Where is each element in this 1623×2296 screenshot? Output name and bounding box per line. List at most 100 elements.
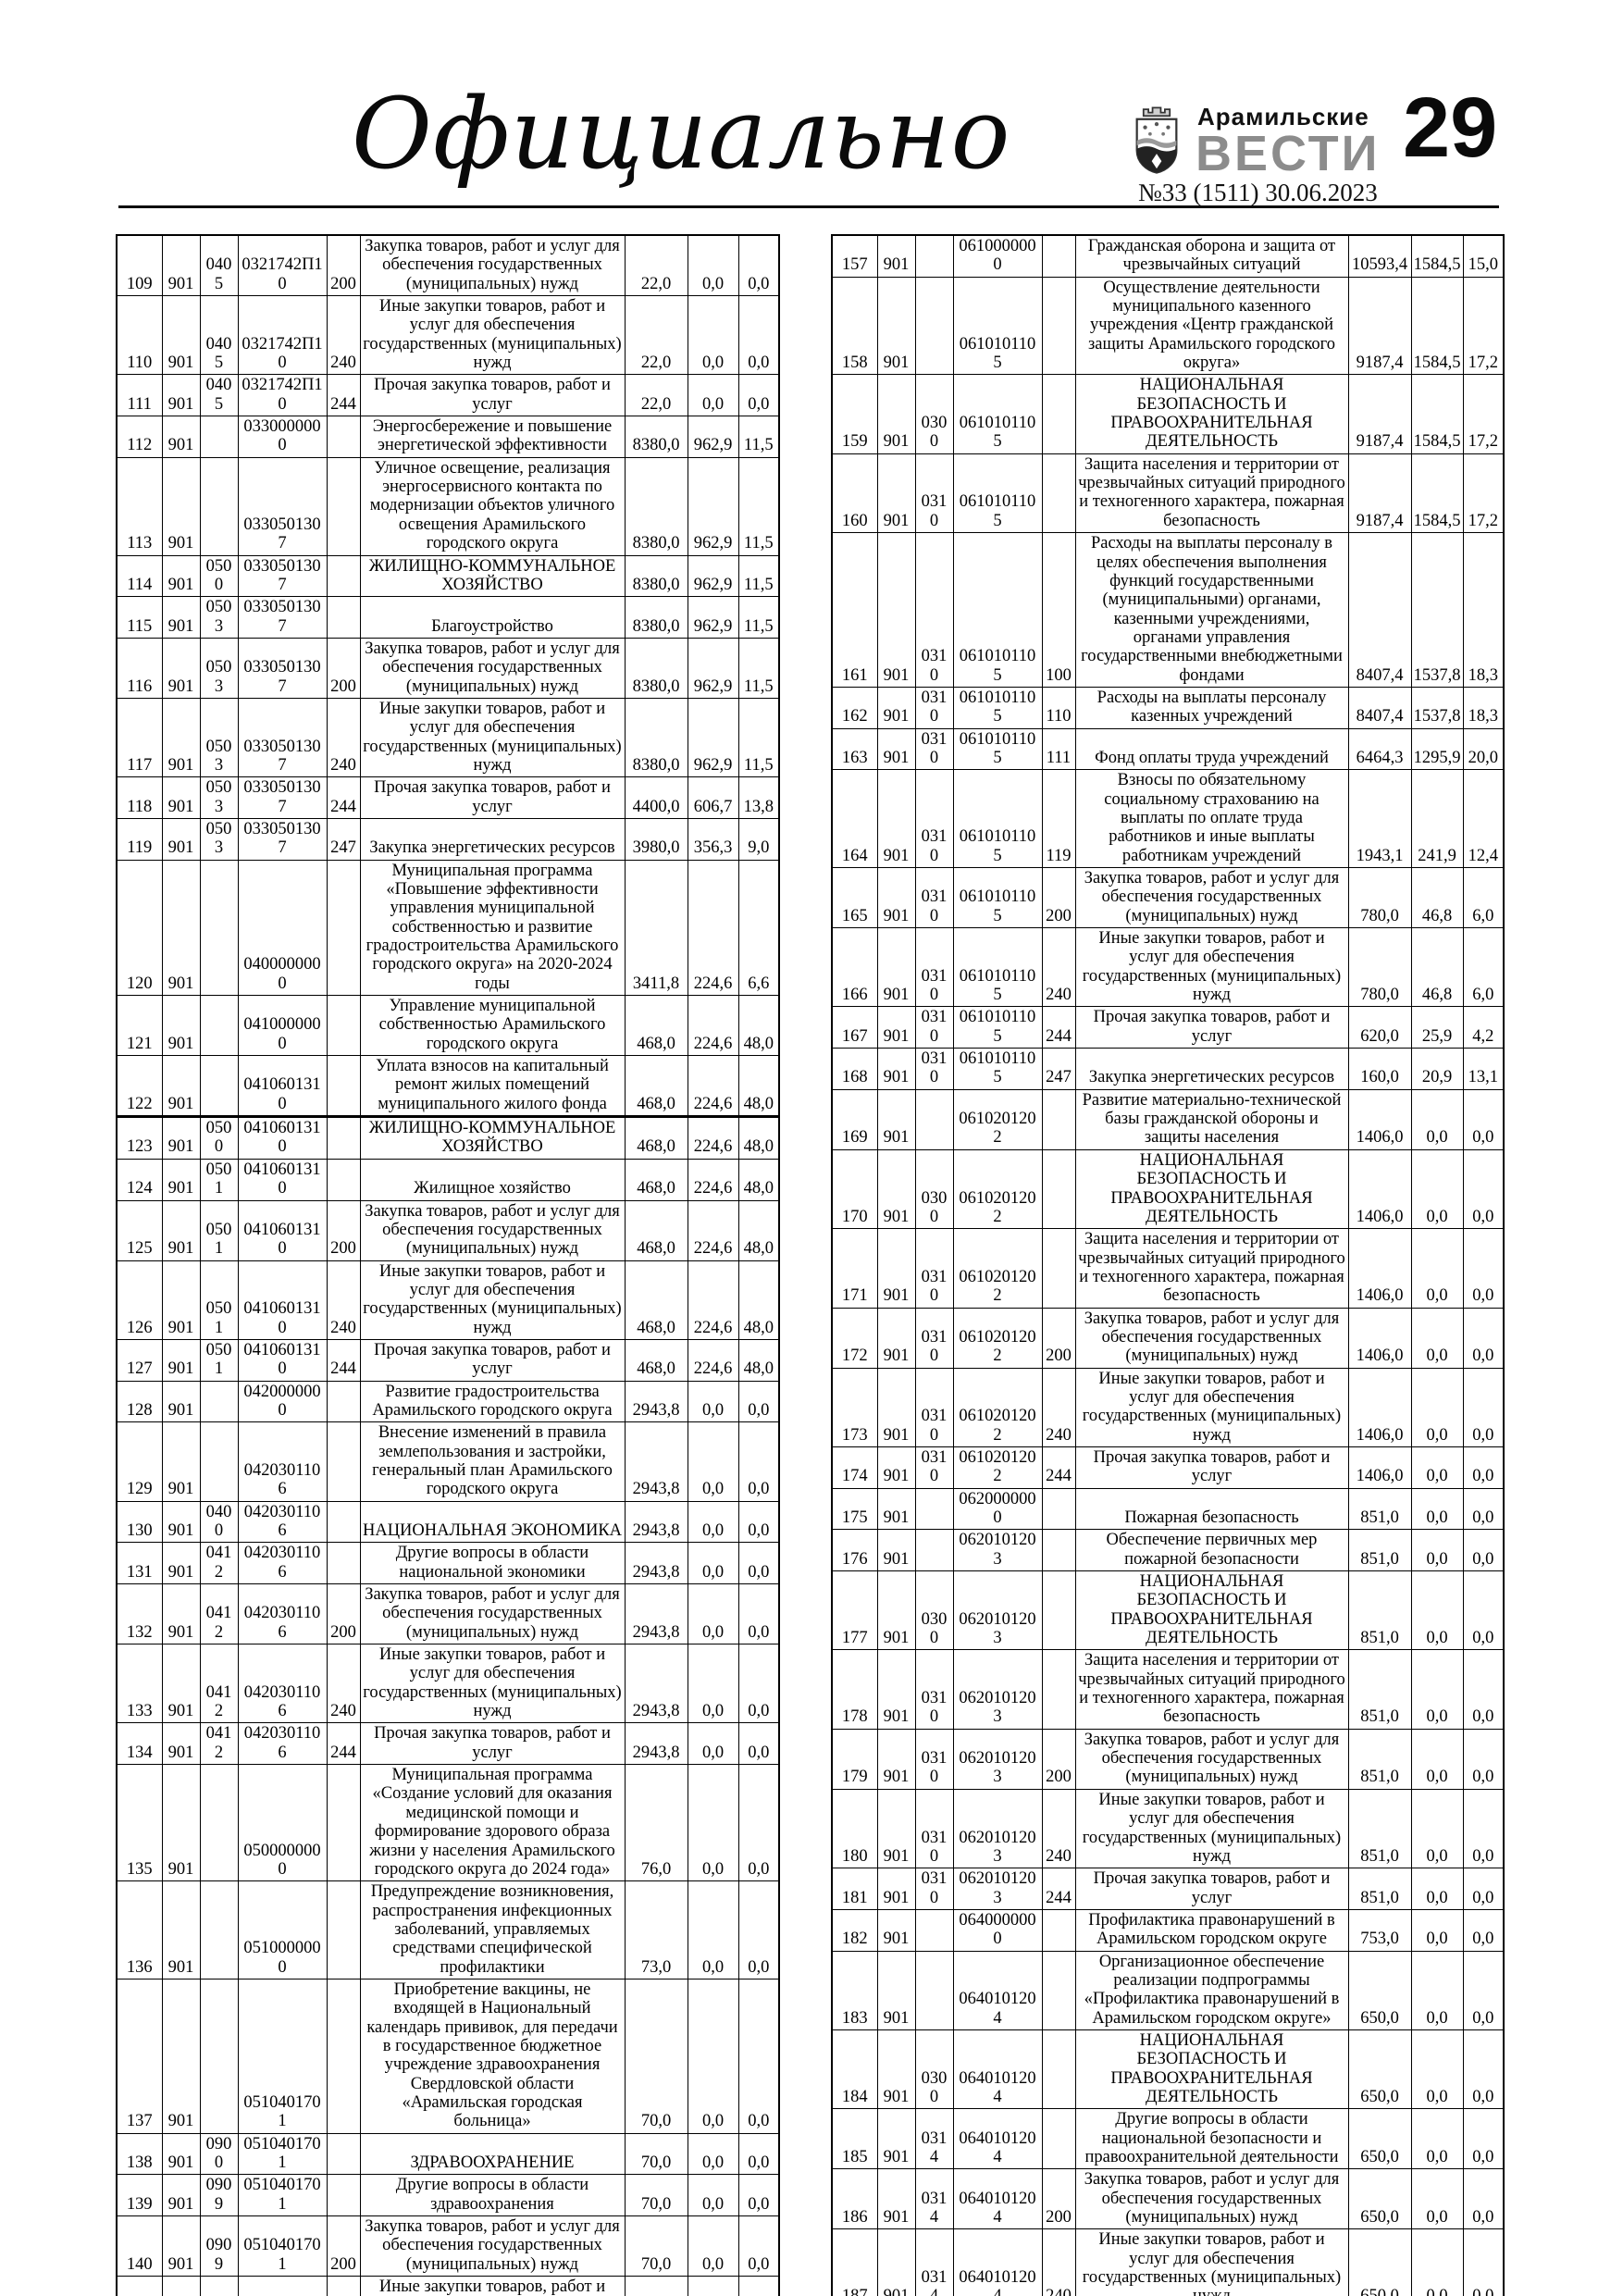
cell-amount-plan: 1406,0 [1347,1088,1412,1150]
cell-section-code: 0909 [199,2215,239,2277]
cell-grbs-code: 901 [876,1570,916,1651]
cell-expense-type-code: 200 [1041,1307,1076,1369]
cell-target-article-code: 0410601310 [237,1338,328,1382]
cell-percent-executed: 0,0 [737,2132,780,2176]
cell-target-article-code: 0410601310 [237,1260,328,1340]
cell-row-number: 175 [831,1487,878,1531]
cell-target-article-code: 0510401701 [237,2276,328,2296]
cell-grbs-code: 901 [161,1583,201,1645]
cell-percent-executed: 48,0 [737,1158,780,1201]
cell-target-article-code: 0330501307 [237,554,328,598]
cell-section-code: 0310 [914,1728,954,1790]
cell-description: Благоустройство [359,596,626,639]
cell-percent-executed: 0,0 [737,2174,780,2217]
cell-row-number: 162 [831,686,878,729]
cell-row-number: 186 [831,2168,878,2230]
cell-target-article-code: 0410601310 [237,1199,328,1261]
cell-target-article-code: 0420301106 [237,1421,328,1502]
cell-target-article-code: 0610101105 [952,686,1043,729]
cell-section-code: 0310 [914,769,954,868]
cell-target-article-code: 0510401701 [237,2132,328,2176]
cell-amount-executed: 224,6 [687,1116,739,1160]
cell-amount-executed: 962,9 [687,416,739,458]
cell-description: Расходы на выплаты персоналу казенных уч… [1074,686,1349,729]
cell-description: Управление муниципальной собственностью … [359,995,626,1057]
cell-section-code: 0501 [199,1158,239,1201]
cell-grbs-code: 901 [876,2168,916,2230]
cell-expense-type-code: 244 [1041,1868,1076,1910]
cell-target-article-code: 0510401701 [237,1978,328,2134]
cell-amount-executed: 224,6 [687,1158,739,1201]
cell-description: Развитие материально-технической базы гр… [1074,1088,1349,1150]
cell-percent-executed: 0,0 [1462,1649,1505,1730]
cell-percent-executed: 0,0 [1462,1148,1505,1230]
cell-target-article-code: 0610000000 [952,234,1043,278]
cell-grbs-code: 901 [876,686,916,729]
cell-amount-executed: 46,8 [1410,866,1464,929]
cell-expense-type-code [326,2132,361,2176]
cell-description: Защита населения и территории от чрезвыч… [1074,1228,1349,1309]
cell-amount-plan: 1406,0 [1347,1367,1412,1447]
cell-description: Муниципальная программа «Повышение эффек… [359,859,626,997]
cell-amount-plan: 650,0 [1347,2228,1412,2296]
cell-target-article-code: 0640101204 [952,2228,1043,2296]
cell-expense-type-code: 200 [326,2215,361,2277]
cell-amount-executed: 0,0 [1410,1446,1464,1489]
cell-percent-executed: 4,2 [1462,1006,1505,1049]
cell-section-code [199,859,239,997]
cell-section-code: 0314 [914,2168,954,2230]
cell-percent-executed: 0,0 [737,1722,780,1766]
cell-amount-executed: 0,0 [1410,1367,1464,1447]
cell-grbs-code: 901 [161,1644,201,1724]
cell-amount-executed: 0,0 [1410,1148,1464,1230]
cell-amount-executed: 0,0 [1410,1487,1464,1531]
cell-target-article-code: 0321742П10 [237,234,328,297]
table-row: 138 901 0900 0510401701 ЗДРАВООХРАНЕНИЕ 70,0 0… [116,2132,780,2176]
cell-amount-executed: 0,0 [687,1380,739,1423]
cell-section-code: 0909 [199,2276,239,2296]
cell-description: Организационное обеспечение реализации п… [1074,1950,1349,2030]
cell-expense-type-code [326,1055,361,1119]
cell-amount-plan: 2943,8 [624,1644,688,1724]
table-row: 163 901 0310 0610101105 111 Фонд оплаты труда… [831,727,1505,771]
cell-grbs-code: 901 [161,637,201,699]
cell-description: Закупка товаров, работ и услуг для обесп… [1074,2168,1349,2230]
cell-section-code: 0310 [914,1048,954,1090]
cell-amount-plan: 650,0 [1347,1950,1412,2030]
cell-description: Закупка товаров, работ и услуг для обесп… [1074,1728,1349,1790]
cell-percent-executed: 0,0 [737,1421,780,1502]
cell-target-article-code: 0330501307 [237,817,328,861]
cell-percent-executed: 0,0 [737,1542,780,1585]
cell-row-number: 121 [116,995,163,1057]
cell-description: Гражданская оборона и защита от чрезвыча… [1074,234,1349,278]
cell-amount-plan: 9187,4 [1347,453,1412,534]
cell-row-number: 131 [116,1542,163,1585]
cell-percent-executed: 13,1 [1462,1048,1505,1090]
cell-amount-plan: 620,0 [1347,1006,1412,1049]
cell-amount-plan: 851,0 [1347,1649,1412,1730]
cell-amount-plan: 851,0 [1347,1788,1412,1869]
cell-percent-executed: 17,2 [1462,374,1505,454]
table-row: 123 901 0500 0410601310 ЖИЛИЩНО-КОММУНАЛЬНОЕ… [116,1116,780,1160]
table-row: 173 901 0310 0610201202 240 Иные закупки това… [831,1367,1505,1447]
cell-grbs-code: 901 [876,1006,916,1049]
table-row: 118 901 0503 0330501307 244 Прочая закупка то… [116,776,780,819]
cell-amount-plan: 8380,0 [624,416,688,458]
cell-amount-plan: 8380,0 [624,637,688,699]
cell-row-number: 130 [116,1500,163,1544]
cell-target-article-code: 0321742П10 [237,374,328,417]
cell-row-number: 128 [116,1380,163,1423]
cell-section-code: 0310 [914,866,954,929]
cell-amount-plan: 851,0 [1347,1570,1412,1651]
cell-description: Уличное освещение, реализация энергосерв… [359,456,626,556]
table-row: 120 901 0400000000 Муниципальная программа … [116,859,780,997]
cell-expense-type-code: 244 [1041,1006,1076,1049]
cell-section-code: 0503 [199,637,239,699]
cell-section-code: 0300 [914,374,954,454]
cell-percent-executed: 0,0 [1462,1728,1505,1790]
cell-description: Закупка энергетических ресурсов [359,817,626,861]
cell-section-code [199,416,239,458]
cell-grbs-code: 901 [161,416,201,458]
cell-grbs-code: 901 [161,2174,201,2217]
cell-expense-type-code [1041,1148,1076,1230]
